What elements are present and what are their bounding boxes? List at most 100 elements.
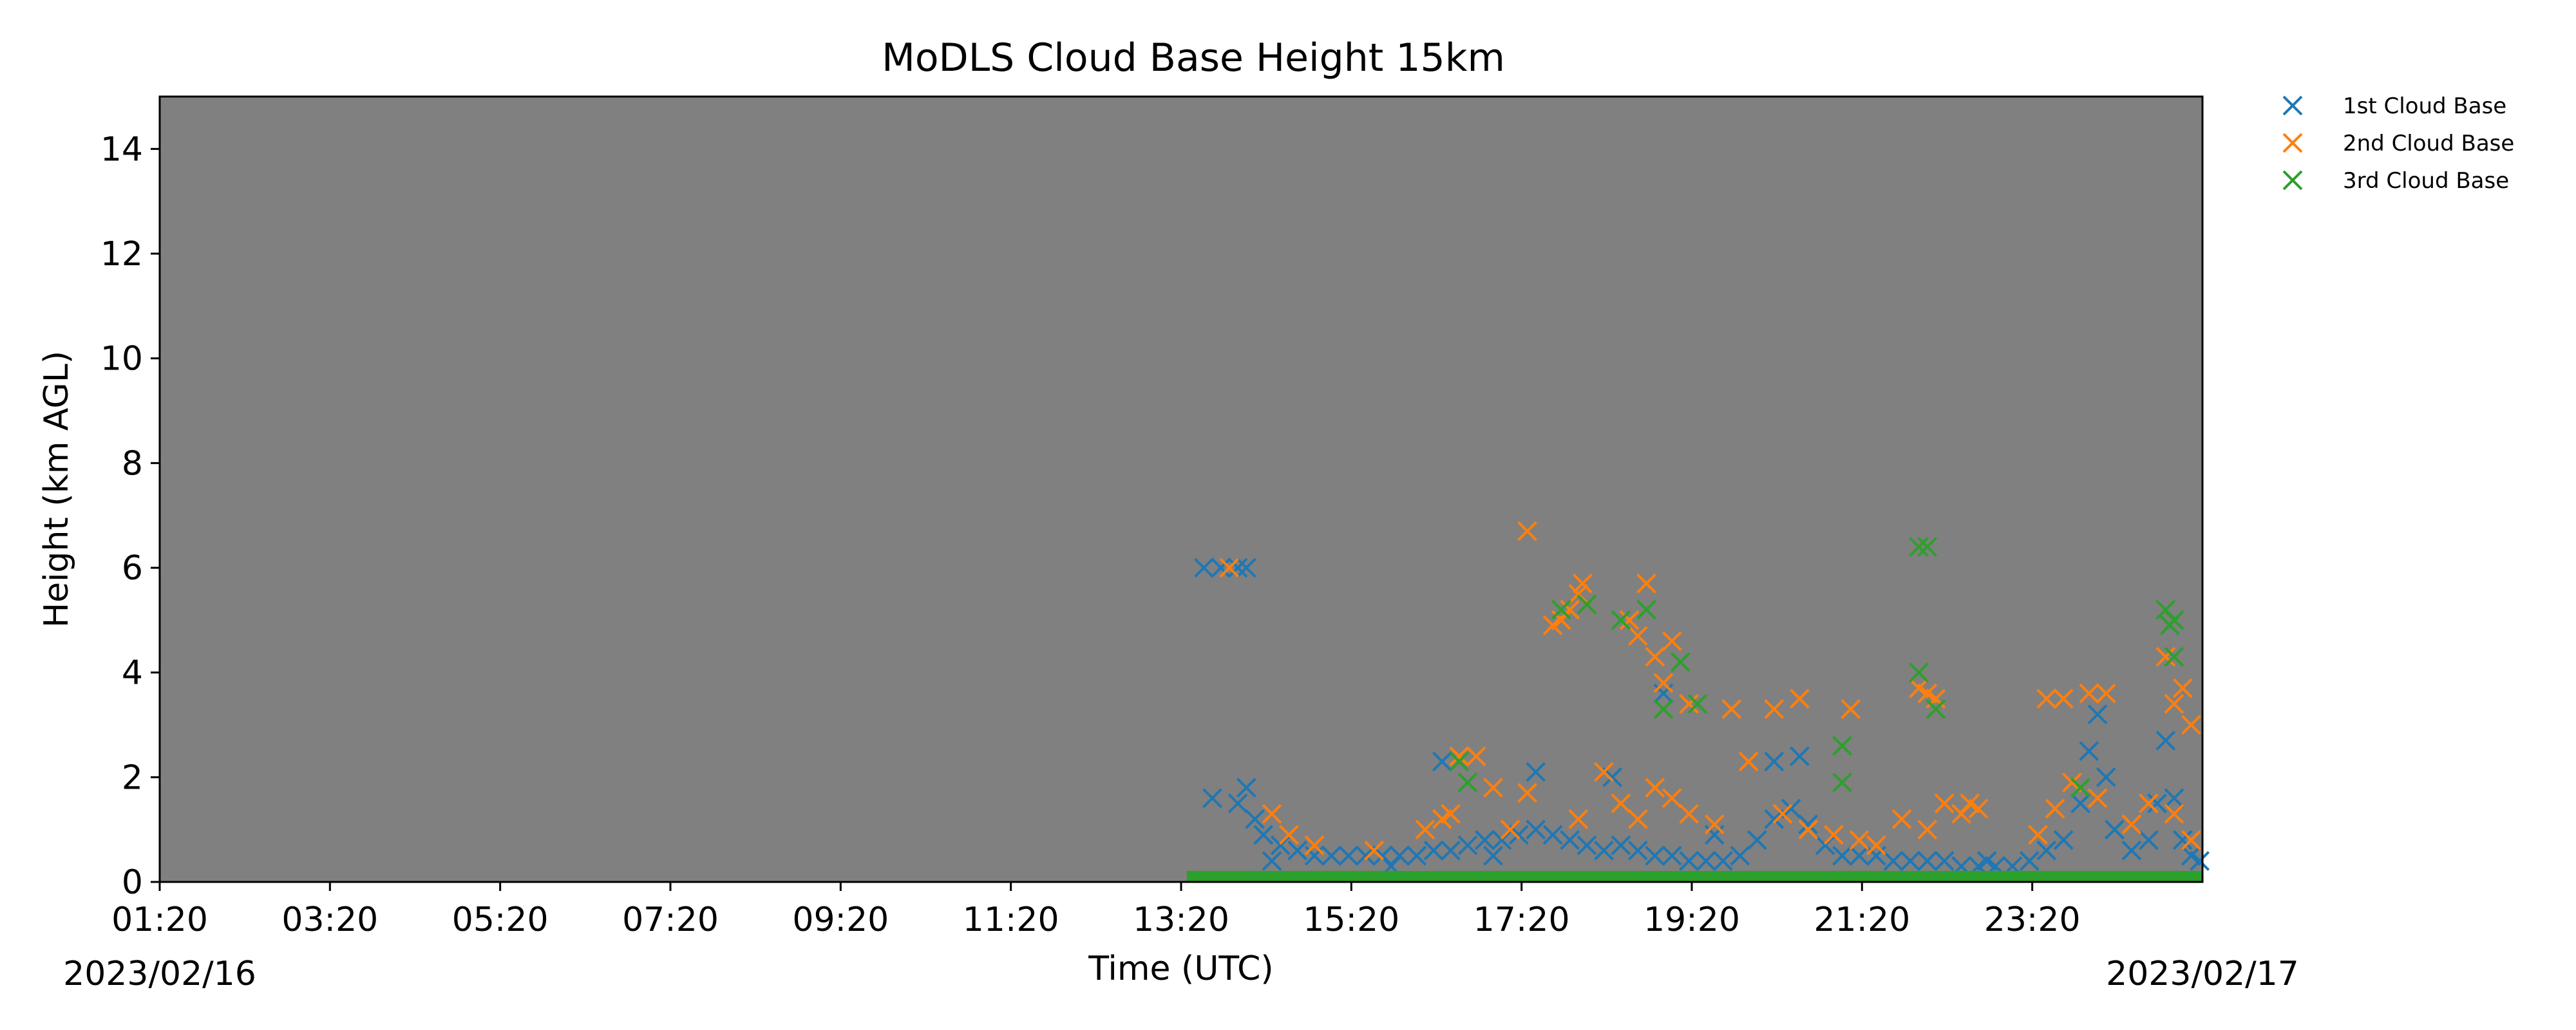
data-point [1389,845,1410,866]
data-point [1500,819,1520,840]
data-point [1211,557,1231,578]
data-point [2164,694,2184,714]
data-point [2053,688,2074,709]
data-point [1790,746,1810,767]
data-point [1483,778,1504,798]
data-point [2181,830,2201,850]
data-point [1832,845,1852,866]
data-point [1619,610,1640,630]
data-point [1475,830,1495,850]
data-point [1721,699,1742,720]
x-tick-label: 03:20 [281,901,378,939]
y-axis-label: Height (km AGL) [37,351,76,628]
data-point [1772,803,1793,824]
data-point [2105,819,2125,840]
y-tick-label: 6 [122,549,143,588]
data-point [2096,767,2116,787]
data-point [1517,783,1537,803]
data-point [1883,851,1904,871]
data-point [1909,662,1929,683]
data-point [1832,736,1852,756]
data-point [1815,835,1835,856]
data-point [1568,809,1589,829]
data-point [1917,537,1938,557]
data-point [1738,751,1759,772]
x-tick-label: 05:20 [452,901,549,939]
data-point [1764,751,1785,772]
data-point [1457,772,1478,792]
data-point [1432,751,1452,772]
data-point [1441,803,1461,824]
chart-title: MoDLS Cloud Base Height 15km [882,35,1505,80]
x-axis-label: Time (UTC) [1088,950,1273,988]
data-point [1662,845,1682,866]
data-point [1573,573,1593,594]
data-point [1568,584,1589,604]
data-point [1627,626,1648,646]
y-axis: 0 2 4 6 8 10 12 14 [100,130,160,902]
data-point [1679,851,1700,871]
x-tick-label: 17:20 [1473,901,1570,939]
data-point [1951,803,1971,824]
x-axis: 01:20 03:20 05:20 07:20 09:20 11:20 13:20 15:20… [111,882,2081,939]
data-point [1449,751,1470,772]
data-point [1611,835,1631,856]
x-tick-label: 11:20 [963,901,1059,939]
y-tick-label: 12 [100,235,143,274]
data-point [2164,646,2184,667]
data-point [2155,599,2176,620]
data-point [1798,814,1819,834]
data-point [1364,840,1385,861]
data-point [1917,851,1938,871]
data-point [1236,778,1256,798]
data-point [1560,830,1580,850]
data-point [1287,840,1308,861]
data-point [1517,521,1537,541]
data-point [2121,840,2142,861]
data-point [1891,809,1912,829]
data-point [2053,830,2074,850]
data-point [1321,845,1341,866]
data-point [2036,840,2057,861]
data-point [1594,762,1614,782]
data-point [1653,673,1674,693]
legend-marker [2282,170,2303,191]
data-point [2159,615,2180,635]
legend-marker [2282,95,2303,116]
data-point [1627,809,1648,829]
plot-area [158,95,2204,883]
data-point [1909,537,1929,557]
data-point [1790,688,1810,709]
legend-label: 2nd Cloud Base [2343,131,2514,156]
y-tick-label: 14 [100,130,143,169]
data-point [1627,840,1648,861]
data-point [1492,830,1512,850]
x-tick-label: 13:20 [1133,901,1229,939]
data-point [1849,845,1870,866]
data-point [1679,803,1700,824]
data-point [1577,594,1597,615]
y-tick-label: 8 [122,444,143,483]
x-tick-label: 01:20 [111,901,208,939]
data-point [1415,819,1435,840]
data-point [2172,830,2193,850]
data-point [1823,825,1844,845]
y-tick-label: 0 [122,863,143,902]
data-point [1560,599,1580,620]
data-point [1934,793,1955,814]
end-date-label: 2023/02/17 [2106,955,2299,993]
data-point [2087,704,2108,725]
data-point [1926,699,1946,720]
x-tick-label: 07:20 [622,901,719,939]
data-point [1713,851,1733,871]
data-points-layer [1186,521,2210,883]
data-point [1704,814,1725,834]
data-point [1645,646,1665,667]
data-point [2096,683,2116,704]
series-1-points [1193,557,2210,877]
data-point [2028,825,2048,845]
data-point [2138,793,2159,814]
data-point [1679,694,1700,714]
data-point [1611,793,1631,814]
